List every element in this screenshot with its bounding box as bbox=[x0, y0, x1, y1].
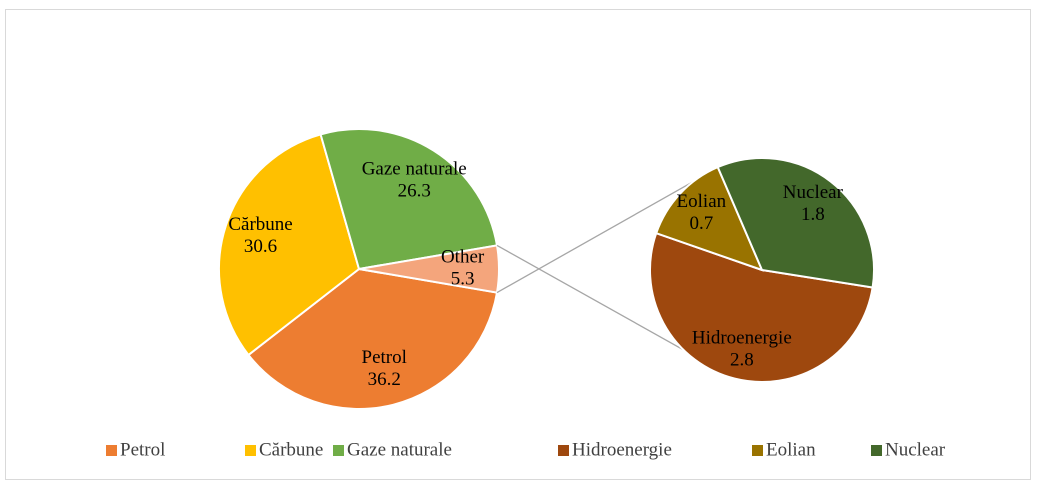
chart-frame bbox=[5, 9, 1031, 480]
pie-slice bbox=[319, 128, 499, 271]
legend-label: Cărbune bbox=[259, 439, 323, 460]
pie-slice bbox=[654, 165, 764, 272]
pie-slice bbox=[649, 231, 874, 383]
legend-label: Eolian bbox=[766, 439, 816, 460]
data-label-value: 1.8 bbox=[801, 204, 825, 225]
pie-slice bbox=[218, 133, 361, 357]
legend-label: Nuclear bbox=[885, 439, 946, 460]
pie-slice bbox=[716, 157, 875, 289]
legend-swatch bbox=[871, 445, 882, 456]
legend-label: Hidroenergie bbox=[572, 439, 672, 460]
data-label-value: 30.6 bbox=[244, 236, 277, 257]
data-label-value: 0.7 bbox=[689, 213, 713, 234]
data-label-value: 5.3 bbox=[451, 268, 475, 289]
legend-swatch bbox=[245, 445, 256, 456]
data-label-value: 26.3 bbox=[398, 181, 431, 202]
legend-swatch bbox=[558, 445, 569, 456]
legend-swatch bbox=[752, 445, 763, 456]
connector-line bbox=[496, 164, 723, 294]
legend-swatch bbox=[333, 445, 344, 456]
legend-label: Petrol bbox=[120, 439, 165, 460]
data-label-name: Gaze naturale bbox=[362, 159, 467, 180]
pie-slice bbox=[247, 267, 499, 410]
data-label-name: Petrol bbox=[362, 347, 407, 368]
data-label-name: Nuclear bbox=[783, 182, 844, 203]
data-label-name: Cărbune bbox=[228, 214, 292, 235]
legend-swatch bbox=[106, 445, 117, 456]
data-label-value: 36.2 bbox=[368, 369, 401, 390]
data-label-name: Eolian bbox=[677, 191, 727, 212]
data-label-value: 2.8 bbox=[730, 350, 754, 371]
legend-label: Gaze naturale bbox=[347, 439, 452, 460]
data-label-name: Hidroenergie bbox=[692, 328, 792, 349]
data-label-name: Other bbox=[441, 246, 485, 267]
